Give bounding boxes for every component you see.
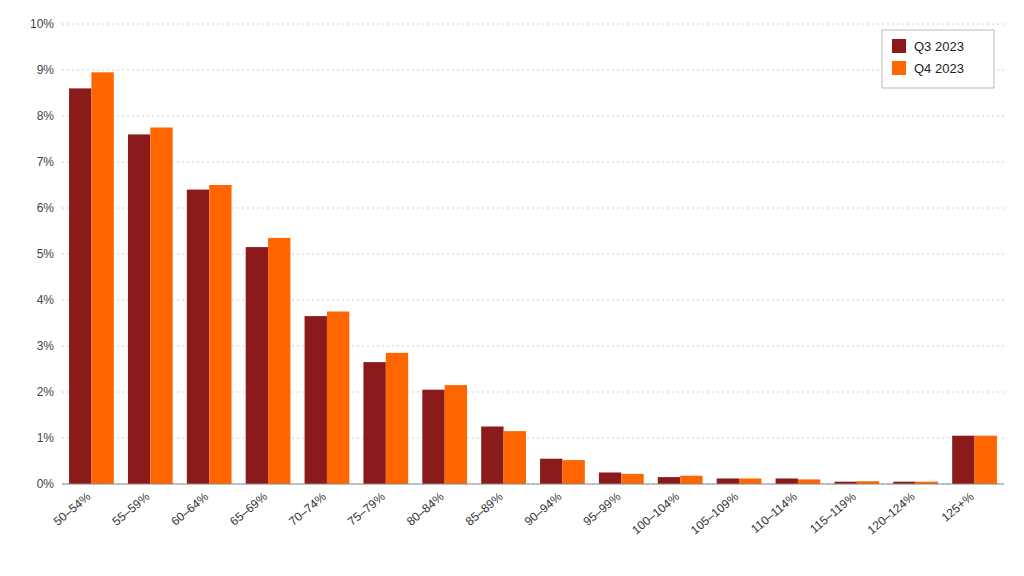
x-tick-label: 120–124%: [865, 489, 918, 537]
y-axis: 0% 1% 2% 3% 4% 5% 6% 7% 8% 9% 10%: [30, 17, 54, 491]
x-tick-label: 100–104%: [629, 489, 682, 537]
bar: [445, 385, 467, 484]
bar: [268, 238, 290, 484]
bar: [658, 477, 680, 484]
legend: Q3 2023 Q4 2023: [882, 30, 994, 88]
bar: [481, 427, 503, 485]
bar: [363, 362, 385, 484]
x-tick-label: 125+%: [939, 489, 977, 524]
bars: [69, 72, 997, 484]
y-tick-label: 0%: [37, 477, 55, 491]
bar: [422, 390, 444, 484]
x-tick-label: 105–109%: [688, 489, 741, 537]
bar: [952, 436, 974, 484]
x-tick-label: 65–69%: [227, 489, 270, 528]
bar: [150, 128, 172, 485]
bar: [540, 459, 562, 484]
x-tick-label: 60–64%: [168, 489, 211, 528]
y-tick-label: 6%: [37, 201, 55, 215]
x-tick-label: 70–74%: [286, 489, 329, 528]
bar: [128, 134, 150, 484]
y-tick-label: 8%: [37, 109, 55, 123]
x-tick-label: 55–59%: [109, 489, 152, 528]
x-tick-label: 50–54%: [51, 489, 94, 528]
bar: [975, 436, 997, 484]
x-tick-label: 85–89%: [463, 489, 506, 528]
x-tick-label: 95–99%: [581, 489, 624, 528]
bar: [562, 460, 584, 484]
y-tick-label: 1%: [37, 431, 55, 445]
y-tick-label: 7%: [37, 155, 55, 169]
bar: [209, 185, 231, 484]
legend-swatch: [892, 39, 906, 53]
y-tick-label: 2%: [37, 385, 55, 399]
bar: [386, 353, 408, 484]
bar: [327, 312, 349, 485]
legend-swatch: [892, 61, 906, 75]
grid-line: [62, 24, 1004, 25]
bar: [504, 431, 526, 484]
bar: [305, 316, 327, 484]
bar: [599, 473, 621, 485]
chart: 0% 1% 2% 3% 4% 5% 6% 7% 8% 9% 10% 50–54% 55–59% 60–64…: [0, 0, 1024, 576]
x-tick-label: 115–119%: [807, 489, 859, 536]
grid-line: [62, 116, 1004, 117]
x-tick-label: 75–79%: [345, 489, 388, 528]
y-tick-label: 4%: [37, 293, 55, 307]
bar: [680, 476, 702, 484]
x-tick-label: 80–84%: [404, 489, 447, 528]
x-axis: 50–54% 55–59% 60–64% 65–69% 70–74% 75–79% 80–8…: [51, 484, 1004, 537]
bar: [187, 190, 209, 484]
bar: [776, 478, 798, 484]
x-axis-line: [62, 484, 1004, 485]
y-tick-label: 9%: [37, 63, 55, 77]
bar: [69, 88, 91, 484]
legend-label: Q4 2023: [914, 61, 964, 76]
x-tick-label: 90–94%: [522, 489, 565, 528]
bar: [621, 474, 643, 484]
bar: [798, 479, 820, 484]
grid-line: [62, 70, 1004, 71]
bar: [246, 247, 268, 484]
y-tick-label: 3%: [37, 339, 55, 353]
bar: [739, 478, 761, 484]
y-tick-label: 5%: [37, 247, 55, 261]
bar: [717, 478, 739, 484]
grid: [62, 24, 1004, 484]
grid-line: [62, 484, 1004, 485]
bar: [91, 72, 113, 484]
legend-label: Q3 2023: [914, 39, 964, 54]
y-tick-label: 10%: [30, 17, 54, 31]
x-tick-label: 110–114%: [748, 489, 800, 536]
legend-box: [882, 30, 994, 88]
grid-line: [62, 162, 1004, 163]
